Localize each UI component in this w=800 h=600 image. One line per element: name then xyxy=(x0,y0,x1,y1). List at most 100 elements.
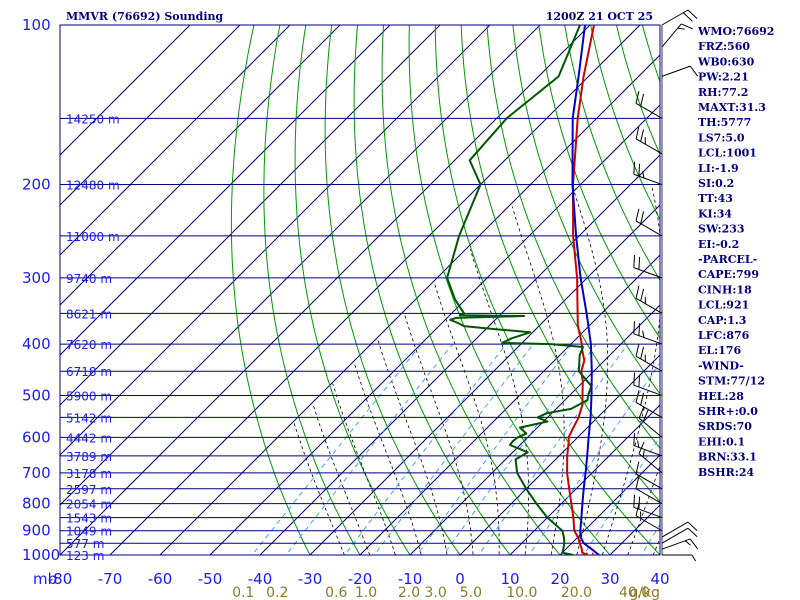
temperature-tick-label: -20 xyxy=(348,570,373,588)
wind-barb-flag xyxy=(638,406,645,419)
isotherm-line xyxy=(559,454,660,555)
pressure-axis: 100 200 300 400 500 600 700 800 900 1000 mb xyxy=(22,16,60,588)
index-line: EL:176 xyxy=(698,344,741,357)
wind-barb xyxy=(662,554,697,562)
parcel-profile-line xyxy=(571,25,600,555)
pressure-tick-label: 200 xyxy=(22,176,51,194)
pressure-tick-label: 400 xyxy=(22,335,51,353)
index-line: LI:-1.9 xyxy=(698,162,739,175)
index-line: -PARCEL- xyxy=(698,253,757,266)
isotherm-line xyxy=(60,25,491,456)
isotherm-line xyxy=(159,54,660,555)
wind-barb-flag xyxy=(635,503,640,516)
wind-barb-flag xyxy=(633,433,636,446)
height-label: 1049 m xyxy=(66,525,112,539)
height-label: 12480 m xyxy=(66,179,120,193)
index-line: CAP:1.3 xyxy=(698,314,746,327)
mixing-ratio-tick-label: 3.0 xyxy=(424,585,446,600)
wind-barb xyxy=(661,23,693,48)
index-line: TH:5777 xyxy=(698,116,751,129)
wind-barb-flag xyxy=(640,392,645,406)
height-label: 577 m xyxy=(66,537,104,551)
wind-barb-staff xyxy=(661,65,691,77)
temperature-tick-label: -40 xyxy=(248,570,273,588)
mixing-ratio-tick-label: 0.1 xyxy=(232,585,254,600)
wind-barb-flag xyxy=(687,521,698,532)
height-label: 7620 m xyxy=(66,338,112,352)
index-line: STM:77/12 xyxy=(698,375,765,388)
wind-barb xyxy=(635,503,663,532)
height-label: 4442 m xyxy=(66,431,112,445)
index-line: BSHR:24 xyxy=(698,466,754,479)
moist-adiabat-line xyxy=(433,281,500,555)
wind-barb-flag xyxy=(638,374,641,388)
wind-barb-flag xyxy=(677,27,685,30)
wind-barb-flag xyxy=(633,161,636,175)
height-label: 11000 m xyxy=(66,230,120,244)
wind-barb-flag xyxy=(633,494,636,508)
moist-adiabat-line xyxy=(571,184,609,555)
wind-barb xyxy=(635,461,663,490)
isotherm-line xyxy=(309,204,660,555)
wind-barb xyxy=(661,538,699,550)
isotherm-line xyxy=(259,154,660,555)
temperature-tick-label: 0 xyxy=(455,570,465,588)
index-line: WMO:76692 xyxy=(697,25,774,38)
chart-title: MMVR (76692) Sounding xyxy=(66,10,224,23)
mixing-ratio-tick-label: 2.0 xyxy=(398,585,420,600)
height-label: 3178 m xyxy=(66,467,112,481)
height-label: 8621 m xyxy=(66,307,112,321)
wind-barb-flag xyxy=(635,461,640,474)
mixing-ratio-line xyxy=(416,343,573,555)
temperature-tick-label: -10 xyxy=(398,570,423,588)
wind-barb-flag xyxy=(635,208,640,222)
wind-barb xyxy=(635,208,663,237)
wind-barb-flag xyxy=(691,554,697,562)
wind-barb xyxy=(633,255,663,279)
wind-barb xyxy=(661,527,698,544)
mixing-ratio-line xyxy=(251,343,422,555)
wind-barb-flag xyxy=(640,211,645,224)
index-line: LFC:876 xyxy=(698,329,750,342)
wind-barb-flag xyxy=(638,496,641,510)
wind-barb xyxy=(633,161,663,186)
wind-barb-flag xyxy=(635,390,640,403)
wind-barb xyxy=(633,372,663,396)
moist-adiabat-line xyxy=(511,206,565,555)
index-line: EHI:0.1 xyxy=(698,435,745,448)
wind-barb-flag xyxy=(684,540,691,546)
isotherm-line xyxy=(60,25,391,356)
index-line: -WIND- xyxy=(698,359,744,372)
pressure-tick-label: 800 xyxy=(22,495,51,513)
wind-barb-flag xyxy=(642,450,645,458)
wind-barb-flag xyxy=(635,343,640,357)
temperature-tick-label: 30 xyxy=(600,570,619,588)
moist-adiabat-line xyxy=(377,338,448,555)
pressure-tick-label: 100 xyxy=(22,16,51,34)
height-label: 14250 m xyxy=(66,112,120,126)
plot-border xyxy=(59,24,661,556)
stability-indices: WMO:76692 FRZ:560 WB0:630 PW:2.21 RH:77.2 MAX… xyxy=(697,25,774,479)
wind-barb-flag xyxy=(635,476,640,489)
index-line: HEL:28 xyxy=(698,390,744,403)
index-line: SHR+:0.0 xyxy=(698,405,758,418)
wind-barb-flag xyxy=(640,288,645,302)
isotherm-line xyxy=(459,354,660,555)
wind-barb-flag xyxy=(689,538,699,550)
mixing-ratio-axis: 0.1 0.2 0.6 1.0 2.0 3.0 5.0 10.0 20.0 40.0g/kg xyxy=(232,585,660,600)
index-line: BRN:33.1 xyxy=(698,451,757,464)
isotherm-line xyxy=(60,25,441,406)
moist-adiabat-line xyxy=(332,383,396,555)
wind-barb-flag xyxy=(640,346,645,360)
height-label: 3789 m xyxy=(66,450,112,464)
wind-barbs xyxy=(633,9,699,562)
wind-barb-flag xyxy=(637,440,640,448)
mixing-ratio-tick-label: 0.2 xyxy=(266,585,288,600)
wind-barb-flag xyxy=(642,409,649,422)
wind-barb xyxy=(661,521,698,538)
wind-barb-flag xyxy=(640,129,645,142)
wind-barb-flag xyxy=(687,9,698,19)
temperature-tick-label: 10 xyxy=(500,570,519,588)
